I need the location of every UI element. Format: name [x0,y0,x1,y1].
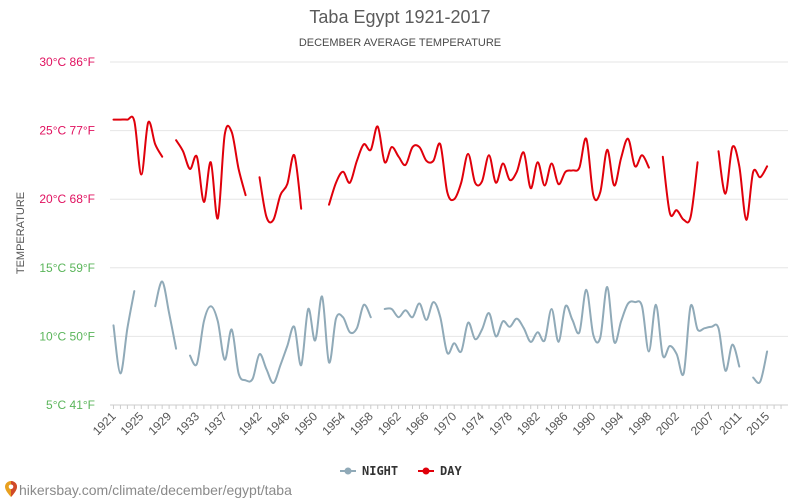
x-axis: 1921 1925 1929 1933 1937 1942 1946 1950 1954 1958… [90,404,788,438]
x-tick-label: 1937 [201,409,230,438]
x-tick-label: 1998 [625,409,654,438]
x-tick-label: 1942 [236,409,265,438]
series-line-night [189,295,372,384]
x-tick-label: 1994 [597,409,626,438]
series-line-night [154,280,178,350]
y-tick-label: 5°C 41°F [46,398,95,412]
series-line-day [112,115,164,176]
x-tick-label: 1950 [291,409,320,438]
x-tick-label: 1958 [347,409,376,438]
series-lines [112,115,769,384]
source-link[interactable]: hikersbay.com/climate/december/egypt/tab… [19,482,292,498]
map-pin-icon [5,481,17,497]
source-footer[interactable]: hikersbay.com/climate/december/egypt/tab… [5,481,292,498]
y-tick-label: 20°C 68°F [39,192,95,206]
series-line-night [752,350,769,384]
x-tick-label: 1974 [458,409,487,438]
x-tick-label: 1970 [431,409,460,438]
x-tick-label: 2007 [688,409,717,438]
x-tick-label: 1990 [570,409,599,438]
x-tick-label: 1966 [403,409,432,438]
x-tick-label: 1978 [486,409,515,438]
series-line-day [258,154,303,224]
x-tick-label: 1986 [542,409,571,438]
legend-label: NIGHT [362,464,398,478]
legend-label: DAY [440,464,462,478]
x-tick-label: 2011 [716,409,744,437]
x-tick-label: 1982 [514,409,543,438]
legend-item-day[interactable]: DAY [418,464,462,478]
x-tick-label: 1946 [264,409,293,438]
x-tick-label: 1954 [319,409,348,438]
x-tick-label: 1921 [90,409,119,438]
y-axis-ticks: 30°C 86°F 25°C 77°F 20°C 68°F 15°C 59°F 10°C… [39,55,95,412]
x-tick-label: 2015 [743,409,772,438]
x-tick-label: 1929 [145,409,174,438]
y-tick-label: 25°C 77°F [39,124,95,138]
chart-title: Taba Egypt 1921-2017 [309,7,490,27]
series-line-day [717,145,769,221]
legend-swatch-marker [422,467,430,475]
x-tick-label: 1925 [118,409,147,438]
x-tick-label: 2002 [653,409,682,438]
y-tick-label: 30°C 86°F [39,55,95,69]
legend-swatch-marker [344,467,352,475]
y-axis-label: TEMPERATURE [15,192,27,274]
x-tick-label: 1933 [173,409,202,438]
legend-item-night[interactable]: NIGHT [340,464,398,478]
series-line-day [661,155,699,224]
series-line-day [175,124,247,220]
series-line-night [112,290,136,375]
x-tick-label: 1962 [375,409,404,438]
series-line-day [328,125,650,206]
series-line-night [383,285,741,377]
chart-subtitle: DECEMBER AVERAGE TEMPERATURE [299,37,501,49]
y-tick-label: 15°C 59°F [39,261,95,275]
y-tick-label: 10°C 50°F [39,329,95,343]
legend[interactable]: NIGHT DAY [340,464,462,478]
